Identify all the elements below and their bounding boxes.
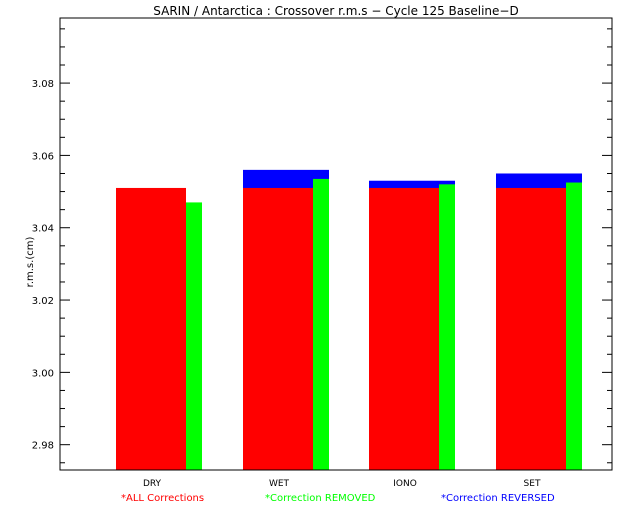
legend-item-all-corrections: *ALL Corrections: [121, 493, 204, 504]
plot-frame: [59, 17, 613, 471]
bar-all-corrections-dry: [116, 187, 186, 470]
bar-correction-removed-wet: [313, 178, 329, 471]
y-tick-label: 2.98: [32, 441, 54, 452]
legend-item-correction-reversed: *Correction REVERSED: [441, 493, 555, 504]
bar-all-corrections-set: [496, 187, 566, 470]
y-tick-label: 3.08: [32, 79, 54, 90]
legend: *ALL Corrections *Correction REMOVED *Corr…: [121, 493, 555, 504]
y-tick-label: 3.02: [32, 296, 54, 307]
y-axis-label: r.m.s.(cm): [25, 237, 36, 288]
x-tick-label-dry: DRY: [143, 479, 162, 489]
bar-correction-removed-iono: [439, 184, 455, 470]
bar-correction-removed-set: [566, 182, 582, 470]
x-tick-label-wet: WET: [269, 479, 290, 489]
y-tick-label: 3.04: [32, 224, 54, 235]
axes-layer: 2.98 3.00 3.02 3.04 3.06 3.08: [32, 28, 612, 464]
bars-layer: DRY WET IONO SET: [116, 169, 582, 489]
bar-all-corrections-wet: [243, 187, 313, 470]
y-tick-label: 3.06: [32, 151, 54, 162]
legend-item-correction-removed: *Correction REMOVED: [265, 493, 376, 504]
x-tick-label-set: SET: [524, 479, 541, 489]
x-tick-label-iono: IONO: [393, 479, 417, 489]
bar-all-corrections-iono: [369, 187, 439, 470]
chart-title: SARIN / Antarctica : Crossover r.m.s − C…: [153, 4, 518, 18]
y-tick-label: 3.00: [32, 368, 54, 379]
bar-correction-removed-dry: [186, 202, 202, 470]
